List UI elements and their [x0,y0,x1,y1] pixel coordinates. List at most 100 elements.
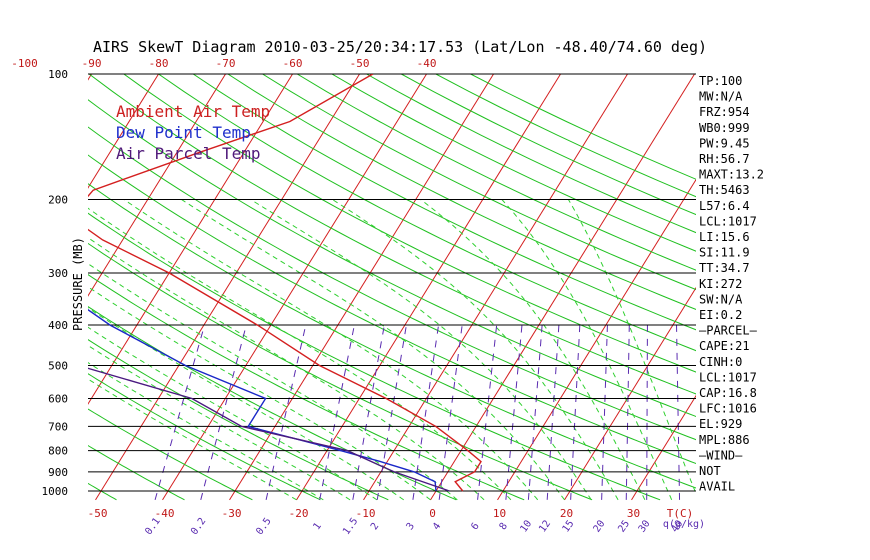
temp-tick-label-bottom: -30 [222,507,242,520]
index-entry: AVAIL [699,480,735,494]
pressure-tick-label: 100 [48,68,68,81]
moist-adiabat-line [332,199,619,501]
isotherm-line [88,74,294,405]
index-entry: LCL:1017 [699,214,757,228]
mixing-ratio-line [352,324,385,500]
temp-tick-label-bottom: 0 [429,507,436,520]
isotherm-line [296,74,562,501]
legend-entry: Dew Point Temp [116,123,251,142]
index-entry: PW:9.45 [699,136,750,150]
temp-tick-label-bottom: T(C) [667,507,694,520]
moist-adiabat-line [88,378,297,501]
mixing-ratio-line [625,325,630,500]
moist-adiabat-line [88,362,324,501]
temp-tick-label-top: -90 [82,57,102,70]
dry-adiabat-line [88,183,696,489]
mixing-ratio-line [200,324,247,500]
moist-adiabat-line [250,199,592,501]
moist-adiabat-line [88,307,404,501]
isotherm-line [833,65,870,500]
mixing-ratio-line [412,324,440,500]
y-axis-label: PRESSURE (MB) [71,237,85,331]
legend: Ambient Air Temp Dew Point Temp Air Parcel… [116,102,270,163]
mixing-ratio-tick-label: 1 [311,521,323,532]
temp-tick-label-bottom: -50 [88,507,108,520]
mixing-ratio-tick-label: 6 [469,521,481,532]
index-entry: SI:11.9 [699,246,750,260]
index-entry: MW:N/A [699,90,743,104]
isotherm-line [631,394,696,501]
index-entry: KI:272 [699,277,742,291]
mixing-ratio-tick-label: 3 [405,521,417,532]
legend-entry: Air Parcel Temp [116,144,261,163]
dry-adiabat-line [331,74,696,252]
series-layer [88,74,482,492]
mixing-ratio-line [676,325,681,500]
pressure-tick-label: 1000 [42,485,69,498]
dewpoint-profile [88,308,437,492]
mixing-ratio-line [570,325,581,500]
index-entry: NOT [699,464,721,478]
mixing-ratio-tick-label: 8 [498,521,510,532]
mixing-ratio-line [477,325,498,500]
temp-tick-label-top: -50 [350,57,370,70]
index-entry: LCL:1017 [699,370,757,384]
temp-tick-label-bottom: -40 [155,507,175,520]
mixing-ratio-tick-label: 2 [369,521,381,532]
index-entry: MPL:886 [699,433,750,447]
isotherm-line [162,74,428,501]
index-entry: TP:100 [699,74,742,88]
index-entry: FRZ:954 [699,105,750,119]
pressure-tick-label: 500 [48,359,68,372]
mixing-ratio-tick-label: 10 [518,518,534,534]
moist-adiabat-line [88,286,431,501]
isotherm-line [766,65,870,500]
mixing-ratio-line [319,324,355,500]
mixing-ratio-tick-label: 25 [616,518,632,534]
temp-tick-label-top: -80 [149,57,169,70]
index-entry: CAP:16.8 [699,386,757,400]
mixing-ratio-tick-label: 20 [592,518,608,534]
dry-adiabat-line [88,154,696,465]
index-entry: —PARCEL— [699,324,758,338]
dry-adiabat-line [88,482,117,501]
mixing-ratio-line [601,325,608,500]
mixing-ratio-tick-label: 0.2 [189,516,208,537]
temperature-profile [88,74,482,492]
pressure-tick-label: 300 [48,267,68,280]
dry-adiabat-line [88,74,696,395]
pressure-tick-label: 400 [48,319,68,332]
temp-tick-label-bottom: -10 [356,507,376,520]
moist-adiabat-line [181,199,565,501]
moist-adiabat-line [420,199,646,501]
dry-adiabat-line [88,373,321,501]
index-entry: L57:6.4 [699,199,750,213]
mixing-ratio-line [546,325,560,500]
temp-tick-label-bottom: 10 [493,507,506,520]
dry-adiabat-line [296,74,696,271]
dry-adiabat-line [88,408,253,501]
index-entry: SW:N/A [699,292,743,306]
dry-adiabat-line [123,74,696,373]
moist-adiabat-line [123,199,539,501]
temp-tick-label-bottom: 20 [560,507,573,520]
chart-title: AIRS SkewT Diagram 2010-03-25/20:34:17.5… [93,38,707,56]
dry-adiabat-line [366,74,696,234]
temp-tick-label-top: -40 [417,57,437,70]
pressure-tick-label: 200 [48,194,68,207]
dry-adiabat-line [401,74,696,216]
mixing-ratio-line [438,324,463,500]
isotherm-line [564,286,696,501]
isotherm-line [363,74,629,501]
mixing-ratio-tick-label: 15 [561,518,577,534]
isotherm-line [88,74,227,297]
dry-adiabat-line [88,242,593,501]
pressure-tick-label: 600 [48,392,68,405]
isobar-layer [88,73,696,492]
moist-adiabat-line [88,237,485,501]
mixing-ratio-line [527,325,543,500]
temp-tick-label-bottom: 30 [627,507,640,520]
